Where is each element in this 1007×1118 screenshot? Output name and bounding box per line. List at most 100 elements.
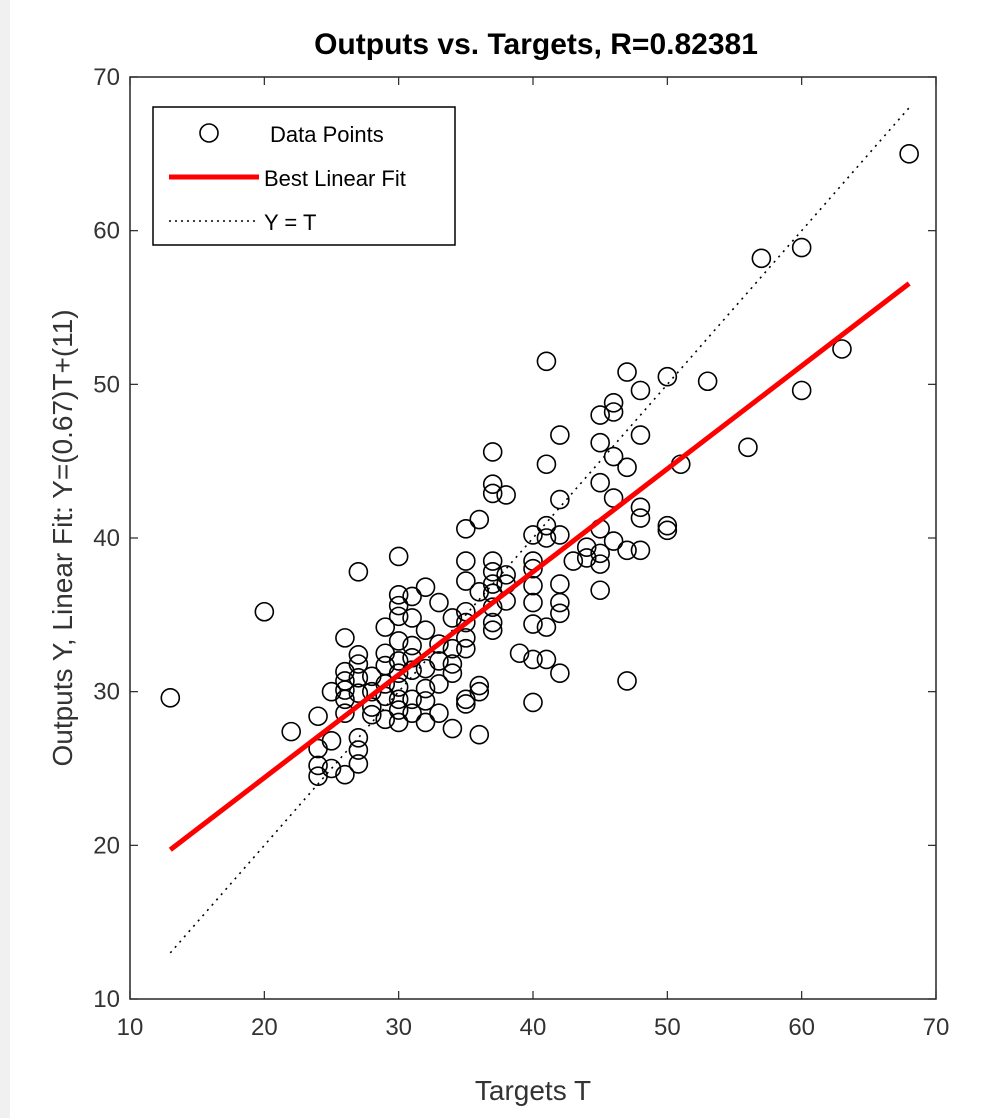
y-tick-label: 30 (93, 679, 120, 706)
data-point (348, 562, 369, 582)
data-point (550, 592, 570, 613)
data-point (281, 721, 302, 742)
data-point (321, 731, 342, 751)
data-point (335, 764, 355, 785)
data-point (308, 755, 328, 776)
data-point (899, 144, 919, 164)
data-point (630, 540, 651, 561)
data-point (617, 540, 637, 561)
data-point (415, 577, 436, 597)
data-point (321, 758, 342, 779)
data-point (456, 638, 476, 659)
data-point (335, 689, 355, 710)
data-point (536, 649, 557, 670)
data-point (550, 425, 570, 445)
data-point (348, 644, 369, 665)
data-point (590, 472, 610, 493)
data-point (496, 565, 516, 585)
legend-label-identity: Y = T (264, 210, 316, 235)
y-tick-label: 50 (93, 371, 120, 398)
data-point (482, 562, 503, 582)
data-point (456, 571, 476, 591)
data-point (456, 551, 476, 571)
data-point (832, 339, 852, 359)
data-point (388, 595, 409, 616)
x-tick-label: 20 (251, 1014, 278, 1041)
data-point (348, 727, 369, 748)
data-point (456, 694, 476, 714)
data-point (402, 586, 422, 607)
data-point (697, 371, 718, 392)
x-tick-label: 50 (654, 1014, 681, 1041)
data-point (536, 454, 557, 475)
data-point (630, 425, 651, 445)
best-linear-fit-line (168, 281, 911, 852)
data-point (388, 585, 409, 605)
data-point (402, 689, 422, 710)
data-point (523, 692, 543, 713)
data-point (375, 709, 396, 730)
data-point (536, 528, 557, 548)
data-point (388, 606, 409, 627)
data-point (442, 608, 463, 628)
figure: Outputs vs. Targets, R=0.82381 10 20 30 40 5… (10, 0, 1007, 1118)
data-point (523, 592, 543, 613)
data-point (388, 700, 409, 720)
data-point (657, 366, 678, 387)
legend: Data Points Best Linear Fit Y = T (152, 106, 456, 246)
data-point (335, 703, 355, 723)
data-point (308, 706, 328, 727)
data-point (603, 446, 624, 467)
data-point (630, 508, 651, 528)
data-point (603, 531, 624, 551)
data-point (590, 580, 610, 601)
y-tick-label: 40 (93, 525, 120, 552)
data-point (361, 704, 382, 725)
data-point (415, 712, 436, 733)
data-point (590, 554, 610, 574)
data-point (469, 681, 490, 702)
y-tick-label: 10 (93, 986, 120, 1013)
data-point (751, 248, 772, 269)
data-point (791, 237, 812, 258)
y-tick-label: 60 (93, 218, 120, 245)
data-point (388, 546, 409, 567)
data-point (348, 683, 369, 704)
data-point (402, 703, 422, 723)
data-point (456, 628, 476, 648)
data-point (388, 712, 409, 733)
y-tick-label: 20 (93, 832, 120, 859)
data-point (402, 608, 422, 628)
data-point (523, 525, 543, 545)
data-point (536, 351, 557, 372)
data-point (388, 677, 409, 697)
data-point (456, 612, 476, 633)
data-point (429, 674, 449, 694)
x-tick-label: 60 (788, 1014, 815, 1041)
data-point (429, 651, 449, 671)
data-point (550, 603, 570, 624)
data-point (791, 380, 812, 401)
data-point (523, 575, 543, 596)
data-point (348, 654, 369, 674)
y-axis-label: Outputs Y, Linear Fit: Y=(0.67)T+(11) (47, 309, 78, 766)
identity-line (169, 107, 910, 954)
data-point (348, 740, 369, 760)
x-tick-label: 30 (385, 1014, 412, 1041)
data-point (482, 442, 503, 462)
data-point (429, 592, 449, 613)
x-tick-label: 70 (923, 1014, 950, 1041)
data-point (375, 617, 396, 637)
data-point (630, 497, 651, 518)
data-point (523, 614, 543, 634)
data-point (348, 668, 369, 688)
data-point (469, 509, 490, 530)
data-point (482, 612, 503, 633)
data-point (536, 617, 557, 637)
legend-marker-data-points (199, 123, 219, 143)
data-point (617, 362, 637, 382)
data-point (469, 675, 490, 696)
data-point (550, 525, 570, 545)
x-tick-label: 10 (117, 1014, 144, 1041)
data-point (563, 551, 584, 571)
